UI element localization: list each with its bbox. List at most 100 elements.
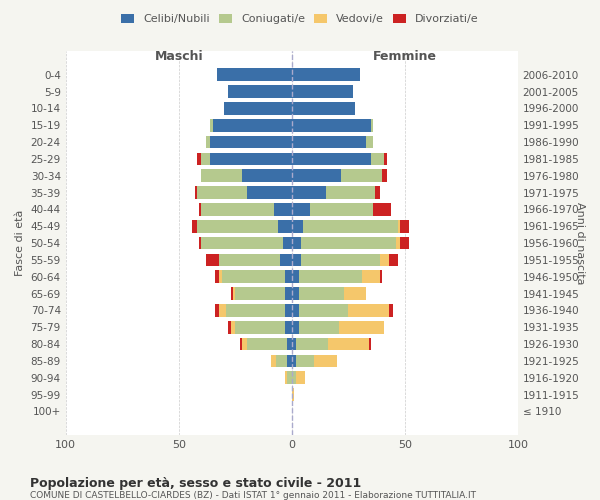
Text: Popolazione per età, sesso e stato civile - 2011: Popolazione per età, sesso e stato civil… [30,478,361,490]
Bar [194,186,197,199]
Y-axis label: Fasce di età: Fasce di età [15,210,25,276]
Bar [292,186,326,199]
Bar [296,338,328,350]
Bar [292,119,371,132]
Bar [226,304,285,316]
Bar [292,338,296,350]
Bar [287,338,292,350]
Text: Femmine: Femmine [373,50,437,63]
Bar [212,119,292,132]
Bar [292,220,303,232]
Bar [328,338,368,350]
Bar [206,136,211,148]
Bar [283,236,292,250]
Bar [292,321,299,334]
Bar [220,270,221,283]
Bar [235,287,285,300]
Bar [197,186,247,199]
Bar [285,304,292,316]
Bar [276,354,287,367]
Bar [211,136,292,148]
Bar [292,372,296,384]
Bar [396,236,400,250]
Bar [202,203,274,215]
Bar [385,152,387,165]
Bar [341,170,382,182]
Bar [292,86,353,98]
Bar [285,321,292,334]
Bar [197,152,202,165]
Bar [398,220,400,232]
Bar [303,220,398,232]
Bar [310,203,373,215]
Bar [197,220,278,232]
Bar [400,236,409,250]
Bar [242,338,247,350]
Bar [221,270,285,283]
Bar [339,321,385,334]
Bar [211,152,292,165]
Bar [211,119,212,132]
Bar [202,152,211,165]
Bar [299,321,339,334]
Bar [376,186,380,199]
Bar [367,136,373,148]
Bar [292,287,299,300]
Bar [292,170,341,182]
Y-axis label: Anni di nascita: Anni di nascita [575,202,585,284]
Bar [247,338,287,350]
Bar [240,338,242,350]
Bar [285,270,292,283]
Bar [233,287,235,300]
Bar [292,270,299,283]
Bar [287,372,292,384]
Bar [287,354,292,367]
Bar [220,304,226,316]
Bar [202,236,283,250]
Bar [326,186,376,199]
Bar [380,270,382,283]
Bar [400,220,409,232]
Legend: Celibi/Nubili, Coniugati/e, Vedovi/e, Divorziati/e: Celibi/Nubili, Coniugati/e, Vedovi/e, Di… [118,10,482,28]
Text: COMUNE DI CASTELBELLO-CIARDES (BZ) - Dati ISTAT 1° gennaio 2011 - Elaborazione T: COMUNE DI CASTELBELLO-CIARDES (BZ) - Dat… [30,491,476,500]
Bar [229,321,231,334]
Bar [278,220,292,232]
Bar [382,170,387,182]
Bar [299,287,344,300]
Bar [348,304,389,316]
Bar [292,354,296,367]
Bar [192,220,197,232]
Bar [202,170,242,182]
Bar [292,152,371,165]
Text: Maschi: Maschi [154,50,203,63]
Bar [389,254,398,266]
Bar [215,304,220,316]
Bar [292,388,294,401]
Bar [292,102,355,115]
Bar [389,304,394,316]
Bar [247,186,292,199]
Bar [314,354,337,367]
Bar [285,287,292,300]
Bar [220,254,280,266]
Bar [292,136,367,148]
Bar [292,254,301,266]
Bar [299,270,362,283]
Bar [235,321,285,334]
Bar [231,287,233,300]
Bar [296,354,314,367]
Bar [362,270,380,283]
Bar [199,203,202,215]
Bar [271,354,276,367]
Bar [296,372,305,384]
Bar [292,236,301,250]
Bar [371,119,373,132]
Bar [301,236,396,250]
Bar [280,254,292,266]
Bar [292,68,359,81]
Bar [206,254,220,266]
Bar [224,102,292,115]
Bar [299,304,348,316]
Bar [371,152,385,165]
Bar [292,304,299,316]
